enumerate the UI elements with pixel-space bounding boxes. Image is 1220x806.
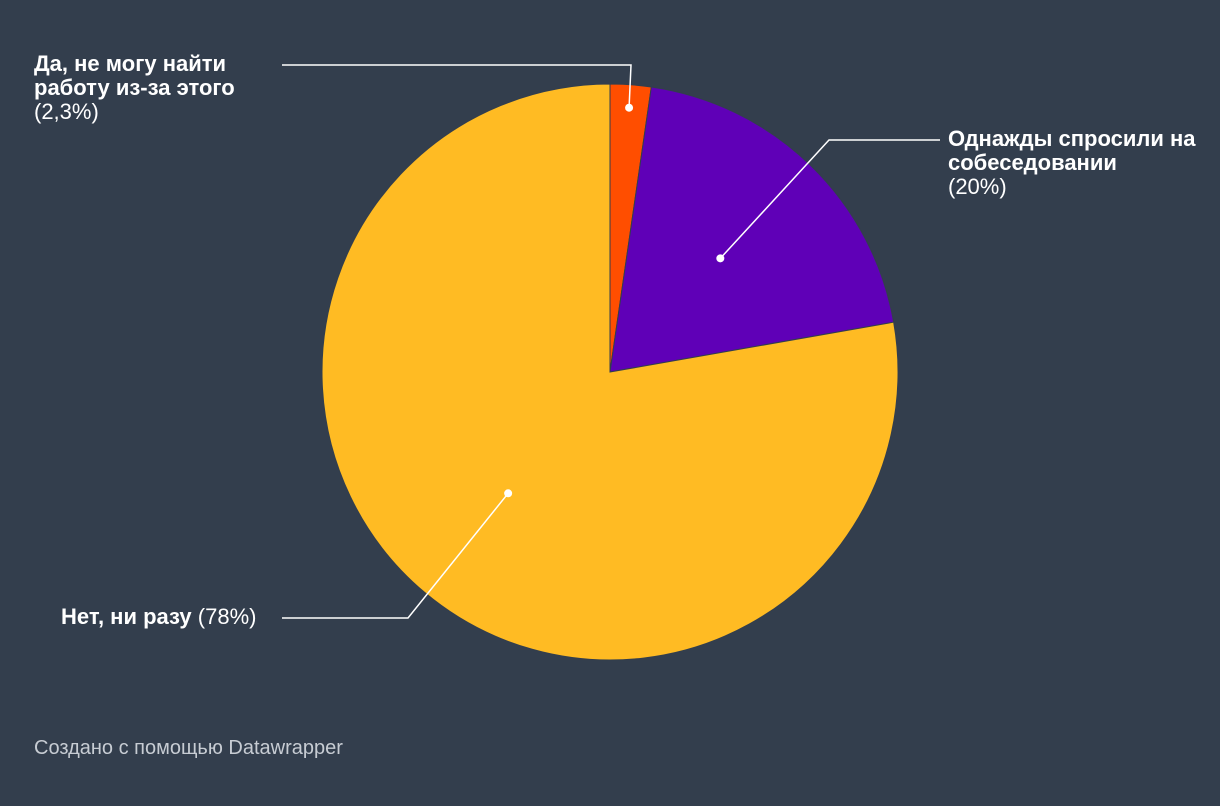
leader-line-0 <box>282 64 632 108</box>
slice-label-employment-issue: Да, не могу найти работу из-за этого (2,… <box>34 52 274 124</box>
pie-slices <box>321 83 899 661</box>
slice-label-percent: (20%) <box>948 174 1007 199</box>
leader-lines <box>282 64 940 619</box>
leader-dot-2 <box>504 489 513 498</box>
slice-label-asked-at-interview: Однажды спросили на собеседовании (20%) <box>948 127 1208 199</box>
slice-label-name: Однажды спросили на собеседовании <box>948 126 1196 175</box>
leader-line-2 <box>282 492 509 619</box>
leader-dot-1 <box>716 254 725 263</box>
slice-label-name: Да, не могу найти работу из-за этого <box>34 51 235 100</box>
pie-slice-1 <box>609 86 895 373</box>
datawrapper-credit: Создано с помощью Datawrapper <box>34 737 343 759</box>
leader-dot-0 <box>625 103 634 112</box>
slice-label-percent: (78%) <box>197 604 257 629</box>
slice-label-percent: (2,3%) <box>34 99 99 124</box>
slice-label-name: Нет, ни разу <box>61 604 192 629</box>
slice-label-never: Нет, ни разу (78%) <box>61 605 291 629</box>
leader-line-1 <box>719 139 940 259</box>
pie-slice-2 <box>321 83 899 661</box>
